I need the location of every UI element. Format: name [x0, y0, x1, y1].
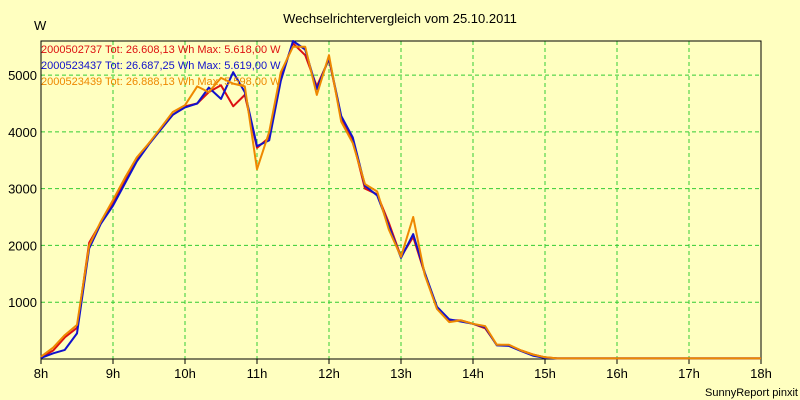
x-tick-label: 9h — [106, 366, 120, 381]
y-tick-label: 2000 — [8, 238, 37, 253]
x-tick-label: 18h — [750, 366, 772, 381]
legend-entry-2000523439: 2000523439 Tot: 26.888,13 Wh Max: 5.598,… — [41, 76, 281, 88]
series-line-2000523439 — [40, 45, 761, 360]
plot-frame — [40, 40, 762, 360]
legend: 2000502737 Tot: 26.608,13 Wh Max: 5.618,… — [41, 44, 281, 88]
y-tick-label: 1000 — [8, 295, 37, 310]
x-tick-label: 13h — [390, 366, 412, 381]
chart-title: Wechselrichtervergleich vom 25.10.2011 — [283, 11, 517, 26]
y-tick-labels: 1000 2000 3000 4000 5000 — [8, 68, 37, 310]
x-tick-label: 11h — [247, 366, 268, 381]
x-tick-label: 14h — [462, 366, 484, 381]
x-tick-label: 15h — [534, 366, 556, 381]
x-tick-label: 17h — [678, 366, 700, 381]
x-tick-label: 8h — [34, 366, 48, 381]
x-grid — [40, 41, 762, 364]
y-axis-unit: W — [34, 18, 47, 33]
series-lines — [40, 40, 761, 360]
x-tick-labels: 8h 9h 10h 11h 12h 13h 14h 15h 16h 17h 18h — [34, 366, 772, 381]
credit-label: SunnyReport pinxit — [705, 387, 798, 399]
x-tick-label: 16h — [606, 366, 628, 381]
legend-entry-2000502737: 2000502737 Tot: 26.608,13 Wh Max: 5.618,… — [41, 44, 281, 56]
y-tick-label: 3000 — [8, 182, 37, 197]
legend-entry-2000523437: 2000523437 Tot: 26.687,25 Wh Max: 5.619,… — [41, 60, 281, 72]
y-tick-label: 4000 — [8, 125, 37, 140]
x-tick-label: 12h — [318, 366, 340, 381]
y-tick-label: 5000 — [8, 68, 37, 83]
x-tick-label: 10h — [174, 366, 196, 381]
